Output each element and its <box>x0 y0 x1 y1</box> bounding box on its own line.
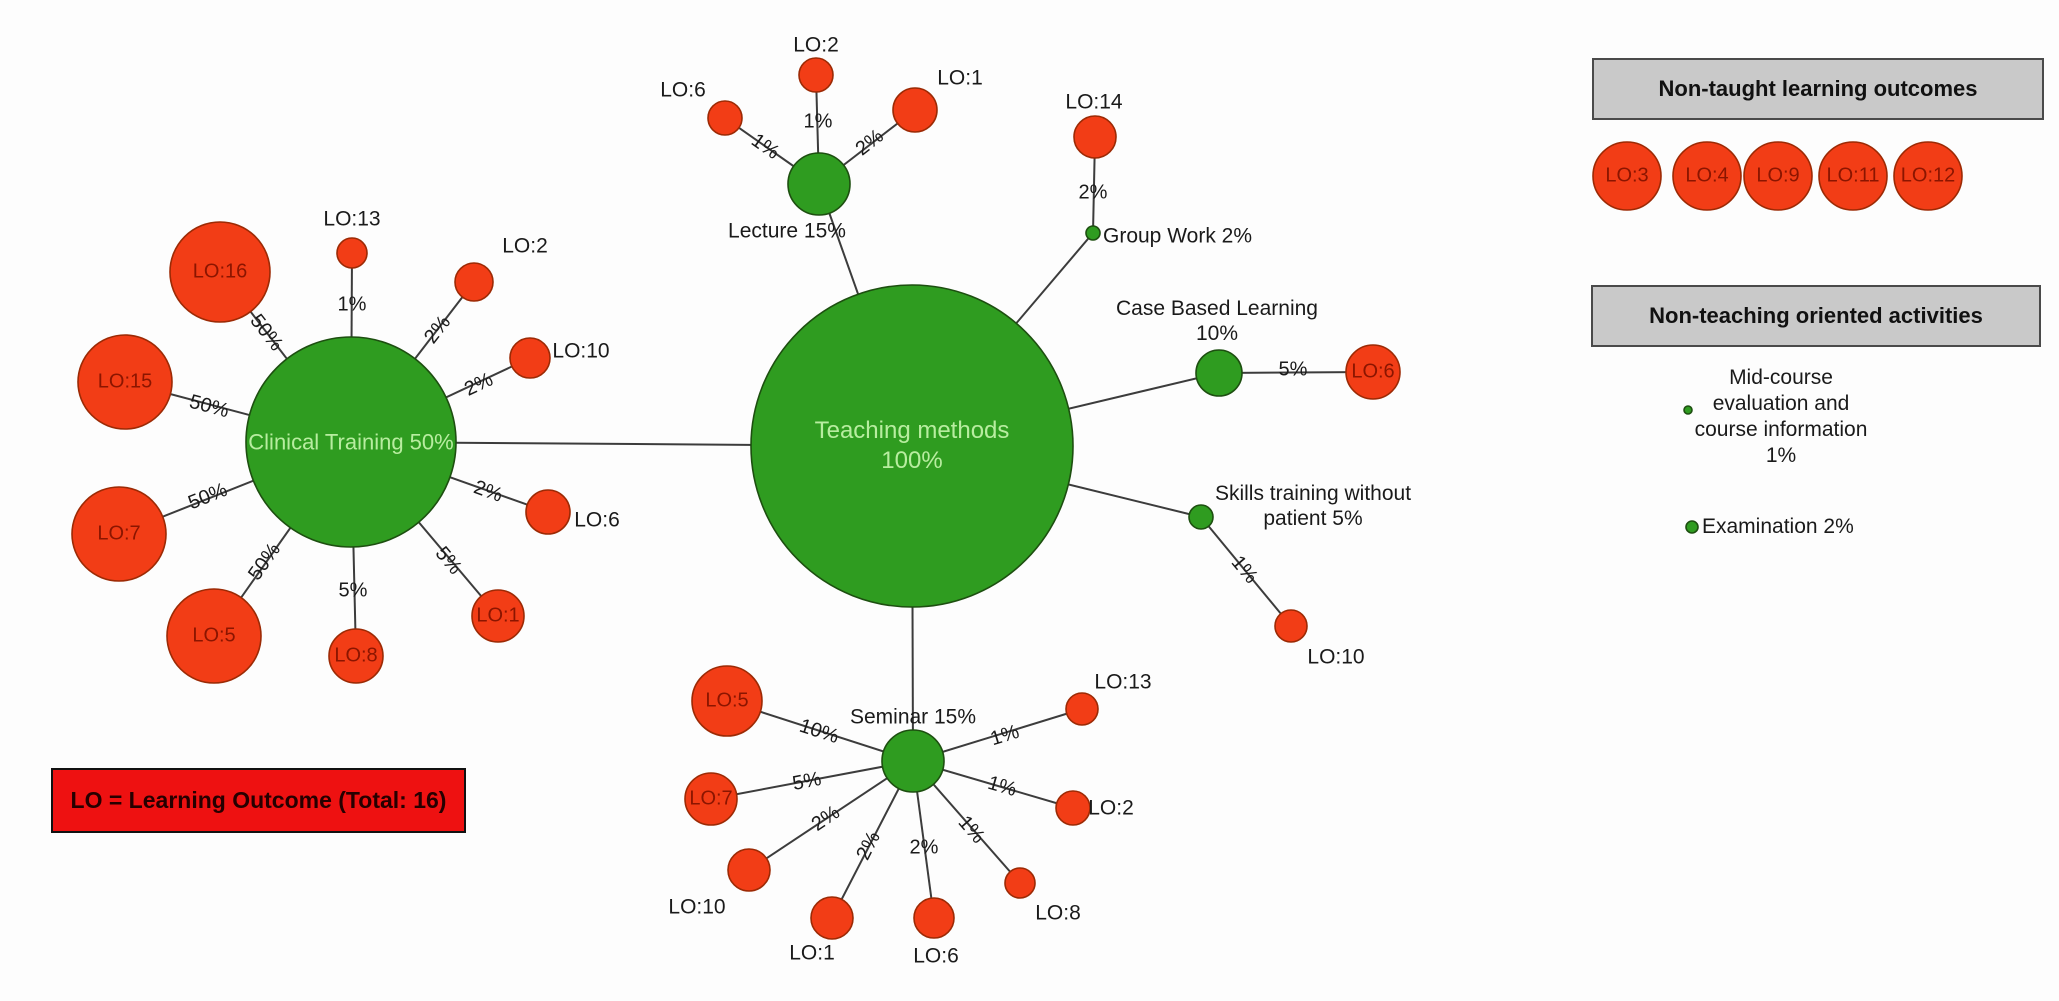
node-circle-c1 <box>471 589 525 643</box>
node-circle-m8 <box>1004 867 1036 899</box>
node-circle-c7 <box>71 486 167 582</box>
midcourse-evaluation-label: Mid-course evaluation and course informa… <box>1694 366 1868 467</box>
node-circle-nt4 <box>1672 141 1742 211</box>
node-circle-c5 <box>166 588 262 684</box>
node-circle-midcourse_dot <box>1683 405 1693 415</box>
node-circle-m6 <box>913 897 955 939</box>
node-circle-cbl <box>1195 349 1243 397</box>
node-circle-m13 <box>1065 692 1099 726</box>
node-circle-g14 <box>1073 115 1117 159</box>
node-circle-c8 <box>328 628 384 684</box>
edge-seminar-m7 <box>710 760 914 800</box>
edge-seminar-m10 <box>748 760 914 871</box>
node-circle-lecture <box>787 152 851 216</box>
node-circle-c10 <box>509 337 551 379</box>
node-circle-seminar <box>881 729 945 793</box>
node-circle-exam_dot <box>1685 520 1699 534</box>
node-circle-nt11 <box>1818 141 1888 211</box>
node-circle-m7 <box>684 772 738 826</box>
node-circle-nt3 <box>1592 141 1662 211</box>
node-circle-l1 <box>892 87 938 133</box>
node-circle-skills <box>1188 504 1214 530</box>
node-circle-l6 <box>707 100 743 136</box>
node-circle-nt9 <box>1743 141 1813 211</box>
node-circle-groupwork <box>1085 225 1101 241</box>
learning-outcome-legend: LO = Learning Outcome (Total: 16) <box>51 768 466 833</box>
node-circle-c6 <box>525 489 571 535</box>
node-circle-m10 <box>727 848 771 892</box>
node-circle-c15 <box>77 334 173 430</box>
node-circle-l2 <box>798 57 834 93</box>
node-circle-c2 <box>454 262 494 302</box>
node-circle-m2 <box>1055 790 1091 826</box>
node-circle-m5 <box>691 665 763 737</box>
node-circle-s10 <box>1274 609 1308 643</box>
node-circle-clinical <box>245 336 457 548</box>
node-circle-nt12 <box>1893 141 1963 211</box>
non-teaching-activities-header: Non-teaching oriented activities <box>1591 285 2041 347</box>
edge-skills-s10 <box>1200 516 1292 627</box>
node-circle-c13 <box>336 237 368 269</box>
node-circle-teaching <box>750 284 1074 608</box>
node-circle-b6 <box>1345 344 1401 400</box>
node-circle-m1 <box>810 896 854 940</box>
node-circle-c16 <box>169 221 271 323</box>
examination-label: Examination 2% <box>1702 515 1854 538</box>
non-taught-outcomes-header: Non-taught learning outcomes <box>1592 58 2044 120</box>
